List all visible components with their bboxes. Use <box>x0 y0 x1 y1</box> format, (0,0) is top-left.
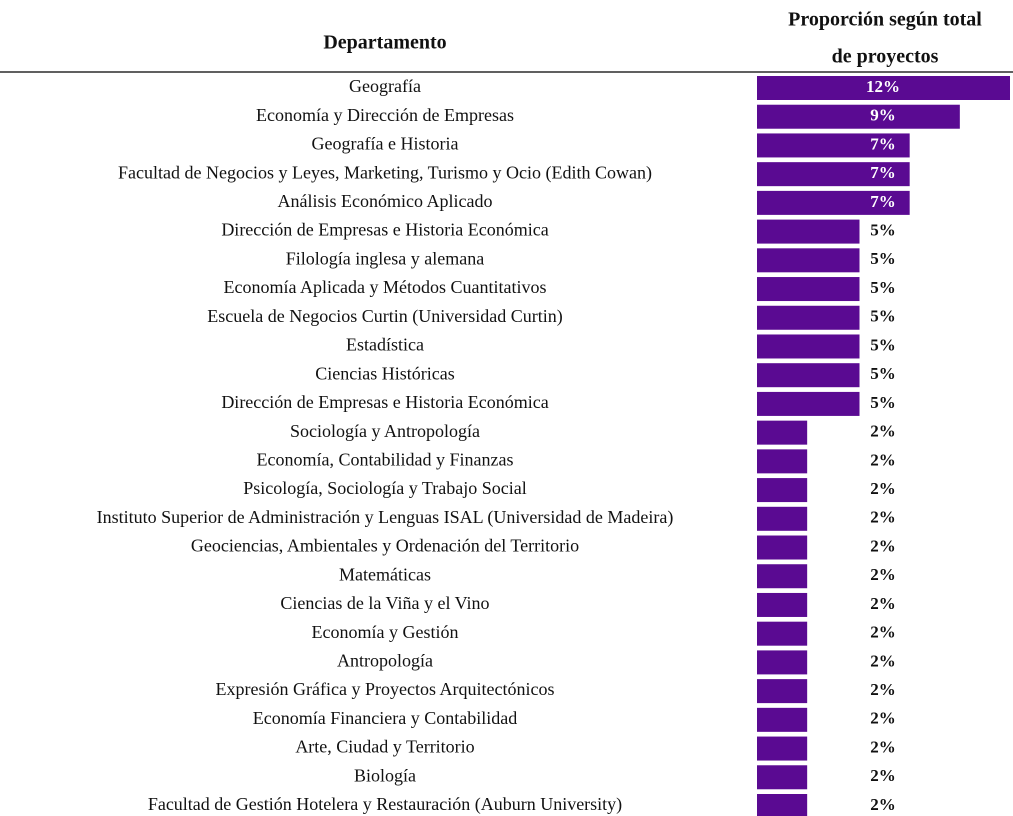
value-label: 2% <box>870 651 896 670</box>
bar <box>757 592 808 617</box>
value-label: 2% <box>870 565 896 584</box>
category-label: Análisis Económico Aplicado <box>278 191 493 211</box>
bar <box>757 219 860 244</box>
value-label: 2% <box>870 737 896 756</box>
bar <box>757 248 860 273</box>
category-label: Dirección de Empresas e Historia Económi… <box>221 220 548 240</box>
bar <box>757 104 960 129</box>
bar <box>757 478 808 503</box>
value-label: 2% <box>870 680 896 699</box>
category-label: Psicología, Sociología y Trabajo Social <box>243 478 527 498</box>
bar <box>757 621 808 646</box>
value-label: 2% <box>870 594 896 613</box>
value-label: 7% <box>870 163 896 182</box>
value-label: 2% <box>870 536 896 555</box>
value-label: 2% <box>870 709 896 728</box>
bar <box>757 506 808 531</box>
bar <box>757 707 808 732</box>
bar <box>757 794 808 816</box>
bar <box>757 564 808 589</box>
category-label: Sociología y Antropología <box>290 421 480 441</box>
bar <box>757 305 860 330</box>
value-label: 2% <box>870 422 896 441</box>
category-label: Economía Aplicada y Métodos Cuantitativo… <box>224 277 547 297</box>
value-label: 2% <box>870 479 896 498</box>
category-label: Filología inglesa y alemana <box>286 248 484 268</box>
value-label: 2% <box>870 766 896 785</box>
value-label: 7% <box>870 192 896 211</box>
bar <box>757 420 808 445</box>
bar <box>757 765 808 790</box>
bar <box>757 76 1010 100</box>
category-label: Economía Financiera y Contabilidad <box>253 708 517 728</box>
value-label: 2% <box>870 795 896 814</box>
value-label: 2% <box>870 450 896 469</box>
value-label: 12% <box>866 77 900 96</box>
category-label: Economía y Gestión <box>312 622 459 642</box>
category-label: Antropología <box>337 651 433 671</box>
bar <box>757 650 808 675</box>
value-label: 5% <box>870 364 896 383</box>
bar <box>757 133 910 158</box>
category-label: Geociencias, Ambientales y Ordenación de… <box>191 536 579 556</box>
bar <box>757 190 910 215</box>
category-label: Instituto Superior de Administración y L… <box>97 507 674 528</box>
bar <box>757 679 808 704</box>
category-label: Expresión Gráfica y Proyectos Arquitectó… <box>216 679 555 699</box>
value-label: 7% <box>870 134 896 153</box>
value-header: de proyectos <box>832 46 939 68</box>
category-label: Facultad de Gestión Hotelera y Restaurac… <box>148 794 622 815</box>
value-label: 2% <box>870 508 896 527</box>
category-label: Ciencias de la Viña y el Vino <box>280 593 489 613</box>
category-label: Geografía <box>349 76 421 96</box>
category-label: Estadística <box>346 335 424 355</box>
category-label: Arte, Ciudad y Territorio <box>295 737 474 757</box>
category-label: Economía y Dirección de Empresas <box>256 105 514 125</box>
category-label: Dirección de Empresas e Historia Económi… <box>221 392 548 412</box>
value-label: 5% <box>870 393 896 412</box>
bar <box>757 334 860 359</box>
bar <box>757 736 808 761</box>
bar <box>757 449 808 474</box>
value-label: 5% <box>870 278 896 297</box>
category-label: Geografía e Historia <box>312 134 459 154</box>
category-label: Economía, Contabilidad y Finanzas <box>257 449 514 469</box>
value-label: 5% <box>870 335 896 354</box>
category-label: Ciencias Históricas <box>315 363 454 383</box>
bar <box>757 535 808 560</box>
bar <box>757 277 860 302</box>
bar <box>757 363 860 388</box>
value-label: 2% <box>870 623 896 642</box>
category-label: Escuela de Negocios Curtin (Universidad … <box>207 306 562 327</box>
value-label: 9% <box>870 106 896 125</box>
bar <box>757 162 910 187</box>
value-label: 5% <box>870 221 896 240</box>
value-header: Proporción según total <box>788 9 982 31</box>
value-label: 5% <box>870 307 896 326</box>
value-label: 5% <box>870 249 896 268</box>
category-label: Facultad de Negocios y Leyes, Marketing,… <box>118 162 652 183</box>
category-label: Biología <box>354 765 416 785</box>
category-label: Matemáticas <box>339 564 431 584</box>
category-header: Departamento <box>323 32 446 54</box>
bar <box>757 391 860 416</box>
